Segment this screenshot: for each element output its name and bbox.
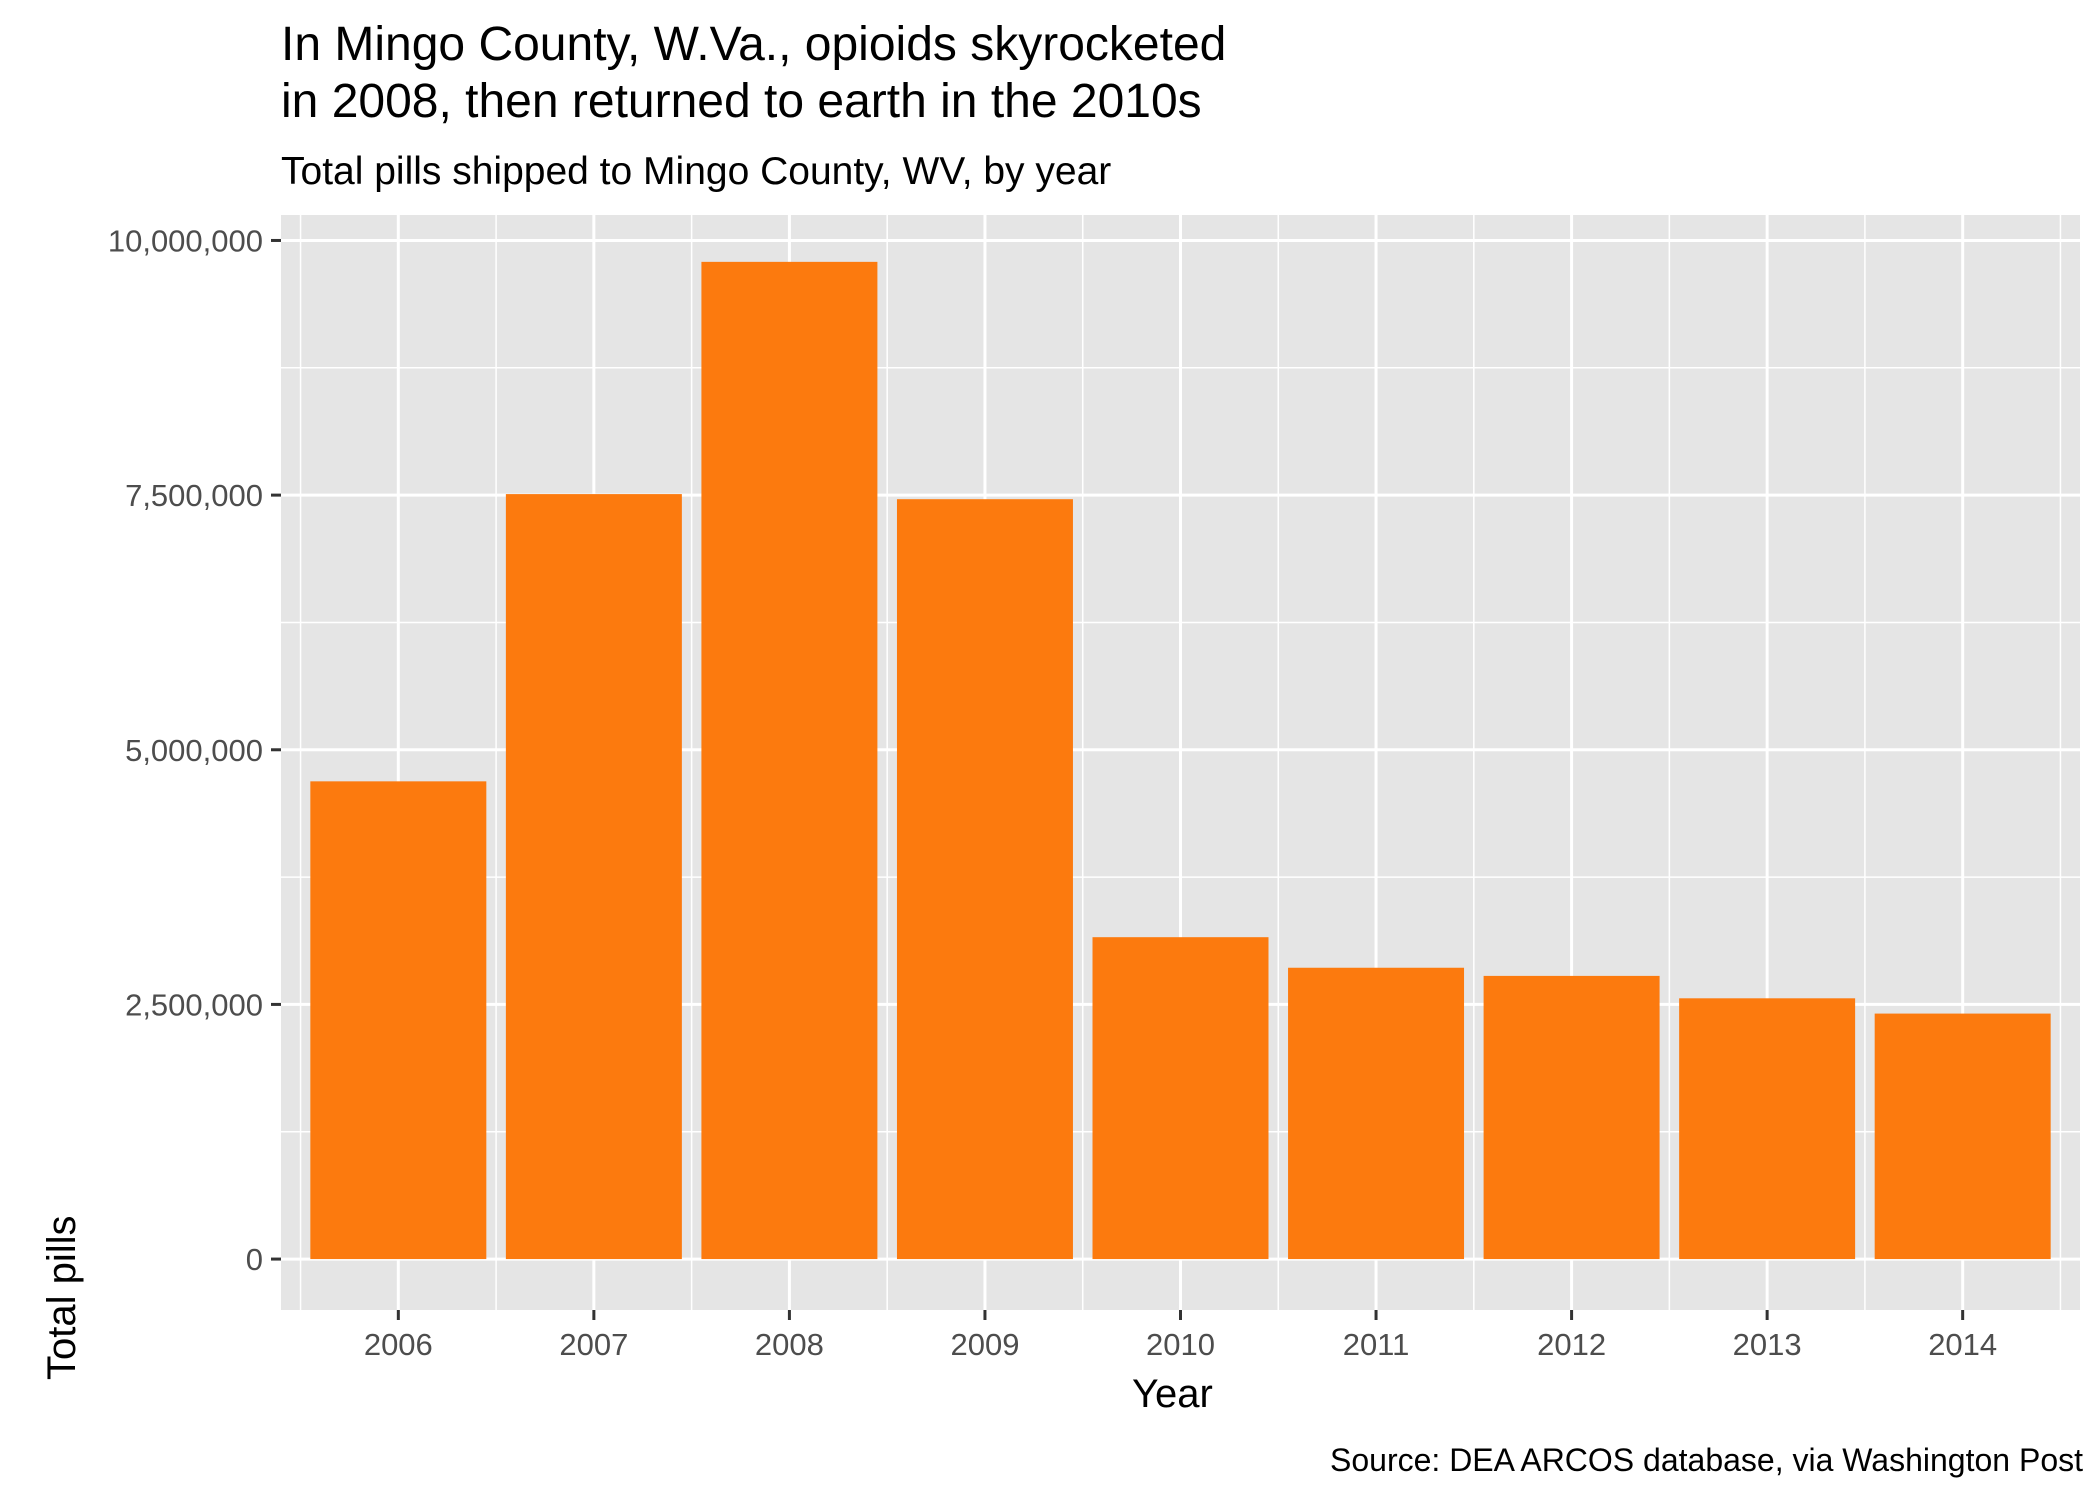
x-axis: 2006 2007 2008 2009 2010 2011 2012 2013 2014: [364, 1310, 1997, 1362]
x-tick-label: 2006: [364, 1327, 433, 1362]
x-axis-title: Year: [1132, 1372, 1213, 1416]
chart-title-line-2: in 2008, then returned to earth in the 2…: [281, 75, 1202, 128]
bar-2006: [310, 781, 487, 1260]
y-axis-title: Total pills: [40, 1215, 84, 1380]
bar-2010: [1092, 937, 1269, 1260]
x-tick-label: 2009: [950, 1327, 1019, 1362]
chart-subtitle: Total pills shipped to Mingo County, WV,…: [281, 150, 1112, 193]
bar-2007: [505, 494, 682, 1260]
bar-2013: [1679, 998, 1856, 1260]
chart-caption: Source: DEA ARCOS database, via Washingt…: [1330, 1442, 2083, 1478]
x-tick-label: 2014: [1928, 1327, 1997, 1362]
x-tick-label: 2012: [1537, 1327, 1606, 1362]
x-tick-label: 2013: [1733, 1327, 1802, 1362]
bar-2008: [701, 261, 878, 1260]
chart-title-line-1: In Mingo County, W.Va., opioids skyrocke…: [281, 18, 1227, 71]
bar-2011: [1288, 967, 1465, 1260]
chart-title: In Mingo County, W.Va., opioids skyrocke…: [281, 16, 1226, 130]
y-tick-label: 7,500,000: [125, 478, 263, 513]
bars: [310, 261, 2051, 1260]
x-tick-label: 2010: [1146, 1327, 1215, 1362]
y-tick-label: 0: [246, 1242, 263, 1277]
x-tick-label: 2007: [559, 1327, 628, 1362]
bar-2014: [1874, 1013, 2051, 1260]
bar-2009: [896, 499, 1073, 1260]
y-axis: 0 2,500,000 5,000,000 7,500,000 10,000,000: [108, 223, 281, 1277]
y-tick-label: 10,000,000: [108, 223, 263, 258]
y-tick-label: 2,500,000: [125, 987, 263, 1022]
x-tick-label: 2011: [1343, 1327, 1410, 1362]
x-tick-label: 2008: [755, 1327, 824, 1362]
bar-2012: [1483, 975, 1660, 1260]
y-tick-label: 5,000,000: [125, 733, 263, 768]
